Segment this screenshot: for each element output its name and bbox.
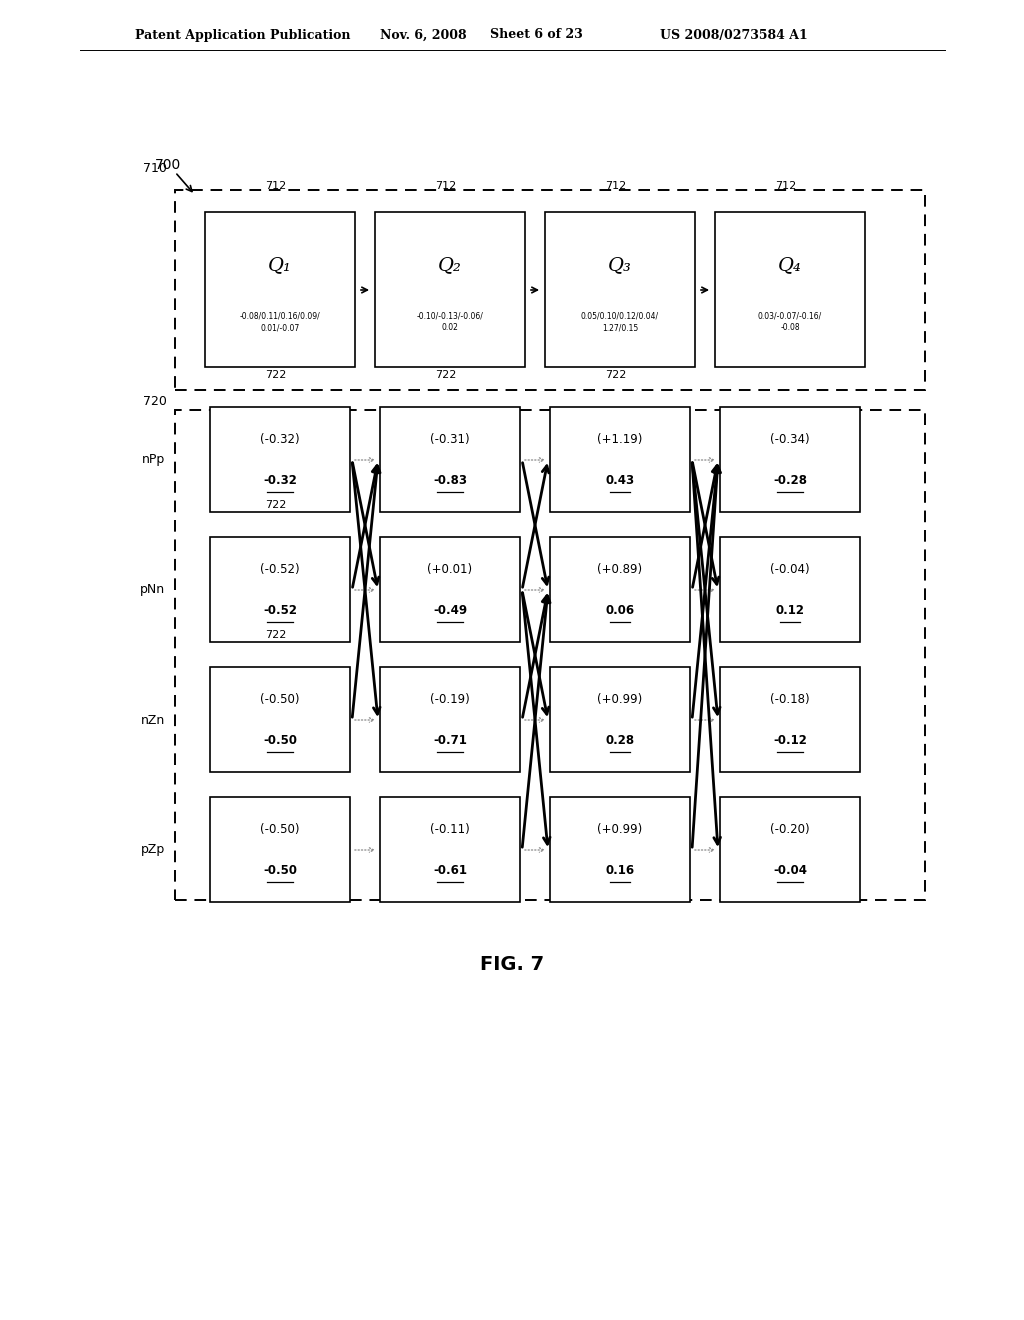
FancyBboxPatch shape xyxy=(545,213,695,367)
Text: 712: 712 xyxy=(265,181,287,191)
Text: 722: 722 xyxy=(265,500,287,510)
Text: (-0.11): (-0.11) xyxy=(430,824,470,837)
Text: Sheet 6 of 23: Sheet 6 of 23 xyxy=(490,29,583,41)
Text: 0.06: 0.06 xyxy=(605,603,635,616)
Text: -0.28: -0.28 xyxy=(773,474,807,487)
Text: -0.49: -0.49 xyxy=(433,603,467,616)
Text: -0.50: -0.50 xyxy=(263,734,297,747)
FancyBboxPatch shape xyxy=(380,797,520,902)
Text: (+1.19): (+1.19) xyxy=(597,433,643,446)
Text: US 2008/0273584 A1: US 2008/0273584 A1 xyxy=(660,29,808,41)
Text: -0.10/-0.13/-0.06/
0.02: -0.10/-0.13/-0.06/ 0.02 xyxy=(417,312,483,333)
Text: (-0.19): (-0.19) xyxy=(430,693,470,706)
FancyBboxPatch shape xyxy=(720,667,860,772)
Text: Q₁: Q₁ xyxy=(268,256,292,275)
Text: (-0.18): (-0.18) xyxy=(770,693,810,706)
FancyBboxPatch shape xyxy=(550,667,690,772)
Text: Nov. 6, 2008: Nov. 6, 2008 xyxy=(380,29,467,41)
Text: -0.83: -0.83 xyxy=(433,474,467,487)
Text: (-0.52): (-0.52) xyxy=(260,564,300,577)
FancyBboxPatch shape xyxy=(720,407,860,512)
Text: (+0.99): (+0.99) xyxy=(597,693,643,706)
Text: 0.16: 0.16 xyxy=(605,863,635,876)
FancyBboxPatch shape xyxy=(715,213,865,367)
Text: -0.50: -0.50 xyxy=(263,863,297,876)
FancyBboxPatch shape xyxy=(380,667,520,772)
Text: 0.43: 0.43 xyxy=(605,474,635,487)
Text: pZp: pZp xyxy=(140,843,165,857)
Text: -0.04: -0.04 xyxy=(773,863,807,876)
Text: 712: 712 xyxy=(435,181,457,191)
FancyBboxPatch shape xyxy=(375,213,525,367)
Text: (-0.32): (-0.32) xyxy=(260,433,300,446)
Text: 710: 710 xyxy=(143,162,167,176)
Text: (-0.20): (-0.20) xyxy=(770,824,810,837)
Text: -0.08/0.11/0.16/0.09/
0.01/-0.07: -0.08/0.11/0.16/0.09/ 0.01/-0.07 xyxy=(240,312,321,333)
Text: 0.12: 0.12 xyxy=(775,603,805,616)
FancyBboxPatch shape xyxy=(210,407,350,512)
FancyBboxPatch shape xyxy=(550,537,690,642)
Text: -0.32: -0.32 xyxy=(263,474,297,487)
Text: (-0.31): (-0.31) xyxy=(430,433,470,446)
Text: pNn: pNn xyxy=(140,583,165,597)
Text: 0.05/0.10/0.12/0.04/
1.27/0.15: 0.05/0.10/0.12/0.04/ 1.27/0.15 xyxy=(581,312,659,333)
Text: (+0.01): (+0.01) xyxy=(427,564,472,577)
FancyBboxPatch shape xyxy=(550,407,690,512)
Text: 0.28: 0.28 xyxy=(605,734,635,747)
FancyBboxPatch shape xyxy=(380,407,520,512)
Text: nZn: nZn xyxy=(140,714,165,726)
Text: 722: 722 xyxy=(435,370,457,380)
Text: -0.61: -0.61 xyxy=(433,863,467,876)
Text: 0.03/-0.07/-0.16/
-0.08: 0.03/-0.07/-0.16/ -0.08 xyxy=(758,312,822,333)
FancyBboxPatch shape xyxy=(210,537,350,642)
Text: -0.52: -0.52 xyxy=(263,603,297,616)
Text: -0.71: -0.71 xyxy=(433,734,467,747)
Text: (-0.04): (-0.04) xyxy=(770,564,810,577)
Text: (-0.50): (-0.50) xyxy=(260,693,300,706)
Text: (+0.99): (+0.99) xyxy=(597,824,643,837)
Text: 700: 700 xyxy=(155,158,181,172)
FancyBboxPatch shape xyxy=(210,797,350,902)
FancyBboxPatch shape xyxy=(210,667,350,772)
Text: 712: 712 xyxy=(775,181,797,191)
Text: Q₂: Q₂ xyxy=(438,256,462,275)
FancyBboxPatch shape xyxy=(720,537,860,642)
Text: Patent Application Publication: Patent Application Publication xyxy=(135,29,350,41)
Text: FIG. 7: FIG. 7 xyxy=(480,956,544,974)
Text: (-0.50): (-0.50) xyxy=(260,824,300,837)
Text: Q₃: Q₃ xyxy=(608,256,632,275)
Text: -0.12: -0.12 xyxy=(773,734,807,747)
Text: 712: 712 xyxy=(605,181,627,191)
Text: 722: 722 xyxy=(265,370,287,380)
Text: 722: 722 xyxy=(265,630,287,640)
FancyBboxPatch shape xyxy=(380,537,520,642)
FancyBboxPatch shape xyxy=(550,797,690,902)
Text: (+0.89): (+0.89) xyxy=(597,564,643,577)
FancyBboxPatch shape xyxy=(205,213,355,367)
Text: Q₄: Q₄ xyxy=(778,256,802,275)
Text: 722: 722 xyxy=(605,370,627,380)
Text: (-0.34): (-0.34) xyxy=(770,433,810,446)
Text: 720: 720 xyxy=(143,395,167,408)
Text: nPp: nPp xyxy=(141,454,165,466)
FancyBboxPatch shape xyxy=(720,797,860,902)
